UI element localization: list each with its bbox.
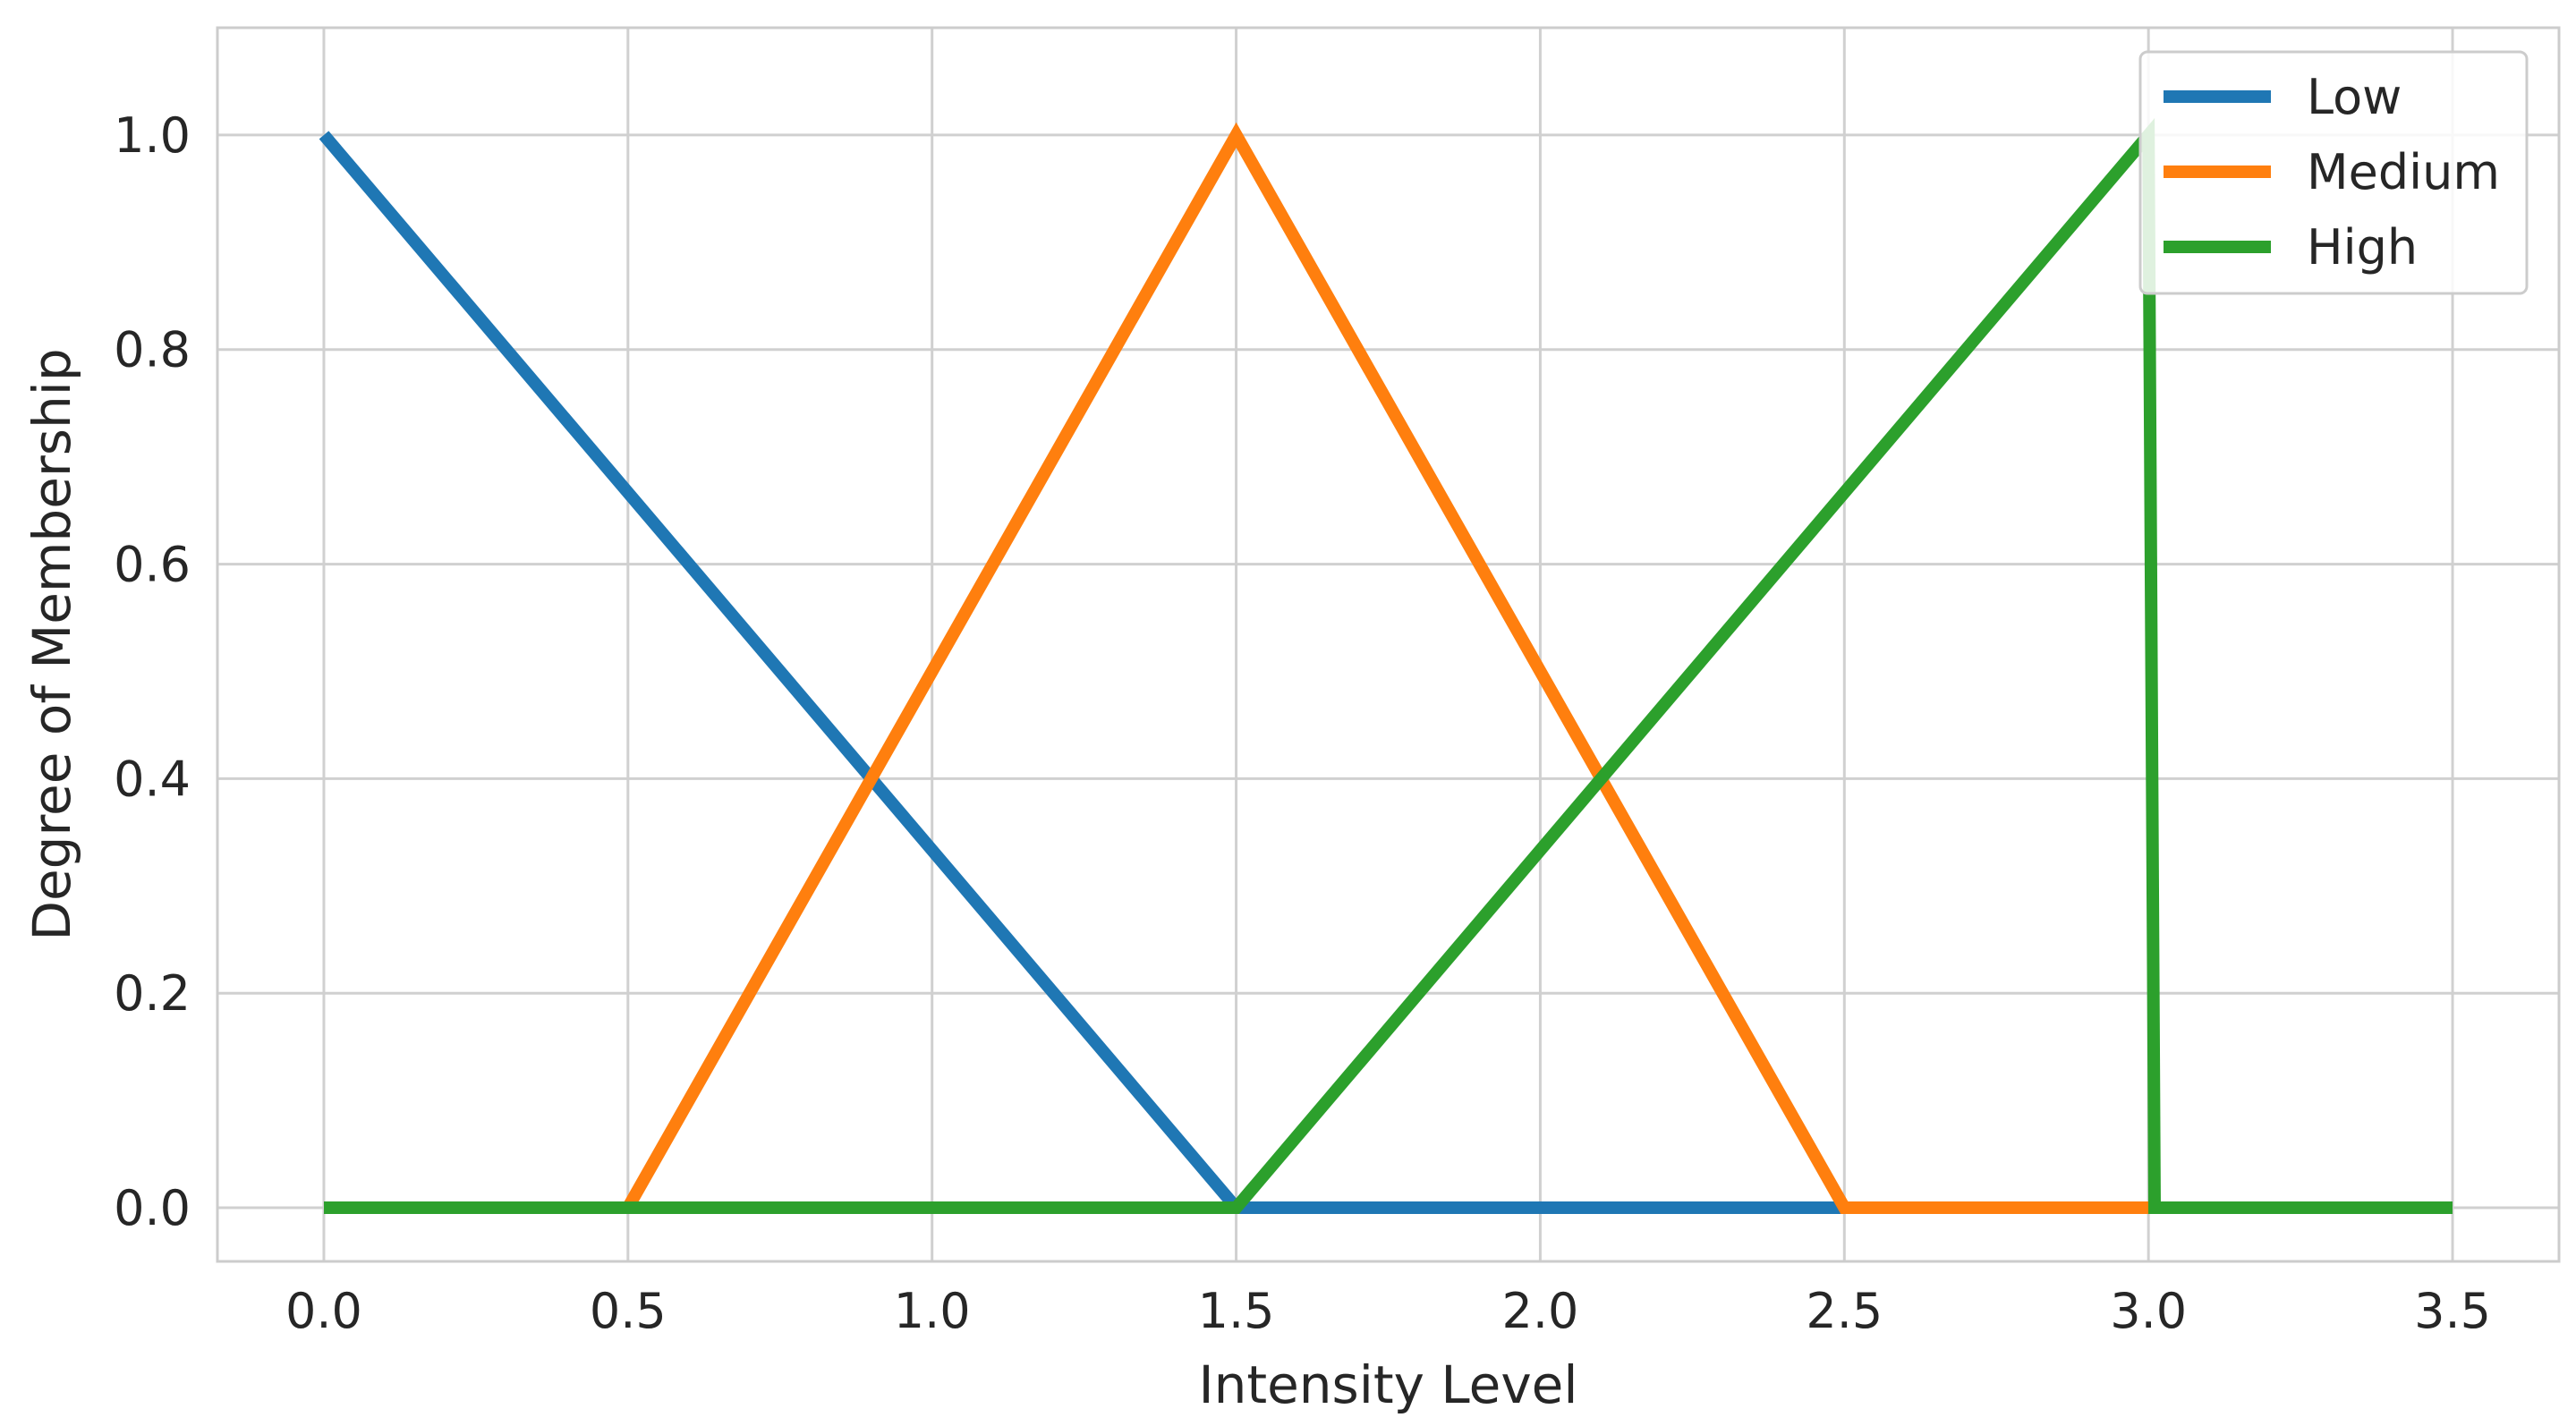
x-tick-label: 3.0 bbox=[2110, 1283, 2187, 1339]
x-tick-label: 1.0 bbox=[894, 1283, 971, 1339]
y-axis-title: Degree of Membership bbox=[21, 348, 82, 940]
x-tick-label: 0.0 bbox=[285, 1283, 362, 1339]
x-tick-label: 3.5 bbox=[2414, 1283, 2491, 1339]
y-tick-label: 1.0 bbox=[114, 107, 191, 164]
legend-label-low: Low bbox=[2307, 69, 2402, 125]
legend: Low Medium High bbox=[2138, 50, 2529, 295]
legend-box bbox=[2138, 50, 2529, 295]
y-tick-label: 0.4 bbox=[114, 751, 191, 807]
legend-label-high: High bbox=[2307, 219, 2418, 276]
x-axis-title: Intensity Level bbox=[1199, 1354, 1578, 1415]
y-tick-label: 0.0 bbox=[114, 1180, 191, 1236]
x-tick-label: 2.0 bbox=[1501, 1283, 1578, 1339]
x-tick-labels: 0.0 0.5 1.0 1.5 2.0 2.5 3.0 3.5 bbox=[285, 1283, 2491, 1339]
y-tick-label: 0.6 bbox=[114, 537, 191, 593]
y-tick-labels: 0.0 0.2 0.4 0.6 0.8 1.0 bbox=[114, 107, 191, 1236]
plot-frame bbox=[216, 26, 2561, 1263]
legend-label-medium: Medium bbox=[2307, 144, 2500, 200]
y-tick-label: 0.2 bbox=[114, 965, 191, 1022]
x-tick-label: 2.5 bbox=[1806, 1283, 1883, 1339]
x-tick-label: 0.5 bbox=[590, 1283, 667, 1339]
y-tick-label: 0.8 bbox=[114, 322, 191, 378]
x-tick-label: 1.5 bbox=[1198, 1283, 1275, 1339]
